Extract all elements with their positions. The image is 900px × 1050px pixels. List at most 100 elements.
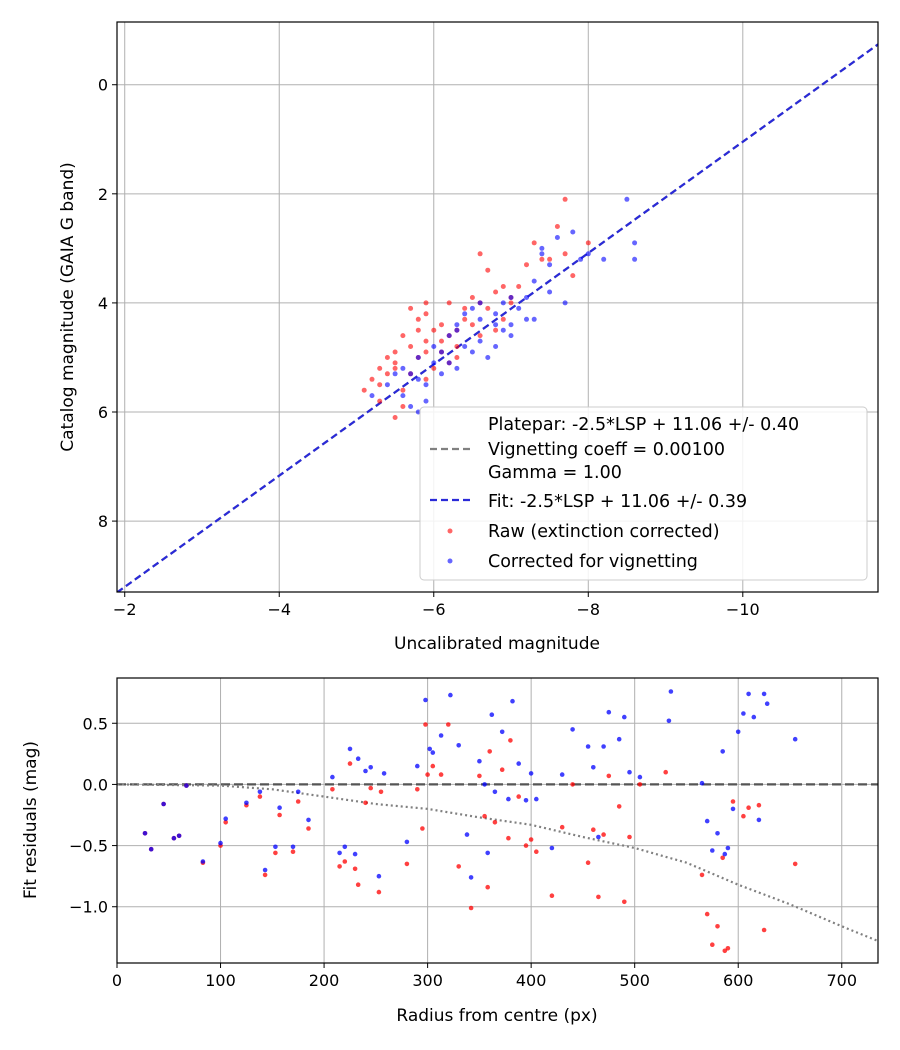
raw-point: [423, 311, 429, 317]
raw-point: [392, 349, 398, 355]
corrected-point: [376, 873, 382, 879]
raw-point: [462, 305, 468, 311]
corrected-point: [627, 769, 632, 775]
top-scatter-points: [361, 196, 638, 420]
raw-point: [392, 360, 398, 366]
raw-point: [528, 837, 534, 842]
raw-point: [722, 948, 728, 954]
corrected-point: [477, 316, 483, 322]
legend-raw-swatch: [447, 528, 453, 534]
corrected-point: [454, 365, 460, 371]
corrected-point: [508, 333, 514, 339]
raw-point: [710, 942, 715, 947]
x-tick-label: 500: [619, 971, 650, 990]
corrected-point: [431, 344, 437, 349]
corrected-point: [699, 780, 705, 786]
corrected-point: [493, 344, 499, 349]
corrected-point: [368, 765, 374, 770]
raw-point: [446, 722, 451, 727]
corrected-point: [244, 800, 249, 806]
corrected-point: [735, 729, 741, 735]
corrected-point: [446, 360, 452, 366]
raw-point: [562, 251, 568, 257]
corrected-point: [531, 316, 537, 322]
legend-corrected-swatch: [447, 558, 453, 564]
corrected-point: [438, 733, 444, 738]
y-tick-label: 6: [98, 403, 108, 422]
corrected-point: [524, 316, 529, 322]
raw-point: [506, 835, 511, 841]
raw-point: [384, 371, 390, 377]
raw-point: [539, 256, 545, 262]
corrected-point: [363, 768, 368, 774]
raw-point: [415, 327, 421, 333]
x-tick-label: −4: [267, 600, 291, 619]
corrected-point: [456, 743, 462, 748]
legend: Platepar: -2.5*LSP + 11.06 +/- 0.40 Vign…: [419, 406, 868, 581]
raw-point: [347, 761, 353, 766]
corrected-point: [392, 371, 398, 377]
corrected-point: [506, 796, 511, 802]
raw-point: [392, 365, 398, 371]
corrected-point: [423, 697, 428, 703]
legend-platepar: Platepar: -2.5*LSP + 11.06 +/- 0.40: [488, 415, 799, 435]
x-tick-label: −10: [726, 600, 760, 619]
raw-point: [663, 769, 668, 775]
raw-point: [562, 196, 568, 202]
raw-point: [439, 322, 444, 328]
corrected-point: [528, 771, 534, 776]
raw-point: [485, 884, 491, 890]
corrected-point: [171, 835, 177, 841]
x-tick-label: 100: [205, 971, 236, 990]
bottom-x-axis-label: Radius from centre (px): [396, 1006, 597, 1026]
corrected-point: [295, 789, 301, 795]
raw-point: [485, 305, 491, 311]
raw-point: [330, 787, 335, 792]
corrected-point: [423, 398, 429, 404]
raw-point: [337, 864, 342, 869]
raw-point: [596, 894, 601, 900]
raw-point: [516, 284, 522, 289]
raw-point: [500, 284, 506, 289]
raw-point: [290, 849, 296, 854]
raw-point: [637, 782, 643, 787]
corrected-point: [448, 692, 453, 698]
corrected-point: [761, 691, 767, 697]
raw-point: [454, 355, 460, 360]
corrected-point: [477, 300, 483, 306]
calibration-plot: −2 −4 −6 −8 −10 0 2 4 6 8 Uncalibrated magnitude…: [58, 21, 879, 654]
corrected-point: [415, 376, 421, 382]
raw-point: [277, 812, 282, 818]
raw-point: [376, 889, 382, 895]
raw-point: [524, 262, 529, 268]
bottom-grid: [116, 678, 878, 963]
raw-point: [415, 316, 421, 322]
corrected-point: [746, 691, 751, 697]
corrected-point: [668, 689, 674, 694]
raw-point: [523, 843, 529, 848]
corrected-point: [549, 845, 555, 851]
raw-point: [531, 240, 537, 246]
corrected-point: [439, 371, 444, 377]
raw-point: [477, 251, 483, 257]
y-tick-label: 4: [98, 294, 108, 313]
corrected-point: [622, 714, 627, 720]
corrected-point: [606, 709, 612, 715]
corrected-point: [400, 365, 406, 371]
corrected-point: [725, 845, 731, 851]
corrected-point: [489, 712, 495, 717]
raw-point: [601, 832, 606, 837]
corrected-point: [439, 349, 444, 355]
raw-point: [492, 820, 498, 825]
raw-point: [468, 905, 474, 911]
raw-point: [493, 289, 499, 295]
y-tick-label: −0.5: [69, 837, 108, 856]
corrected-point: [408, 371, 414, 377]
raw-point: [591, 827, 596, 832]
corrected-point: [539, 245, 545, 251]
raw-point: [616, 804, 622, 809]
Fit-line: [117, 43, 878, 592]
raw-point: [456, 864, 462, 869]
raw-point: [408, 305, 414, 311]
raw-point: [570, 273, 576, 279]
